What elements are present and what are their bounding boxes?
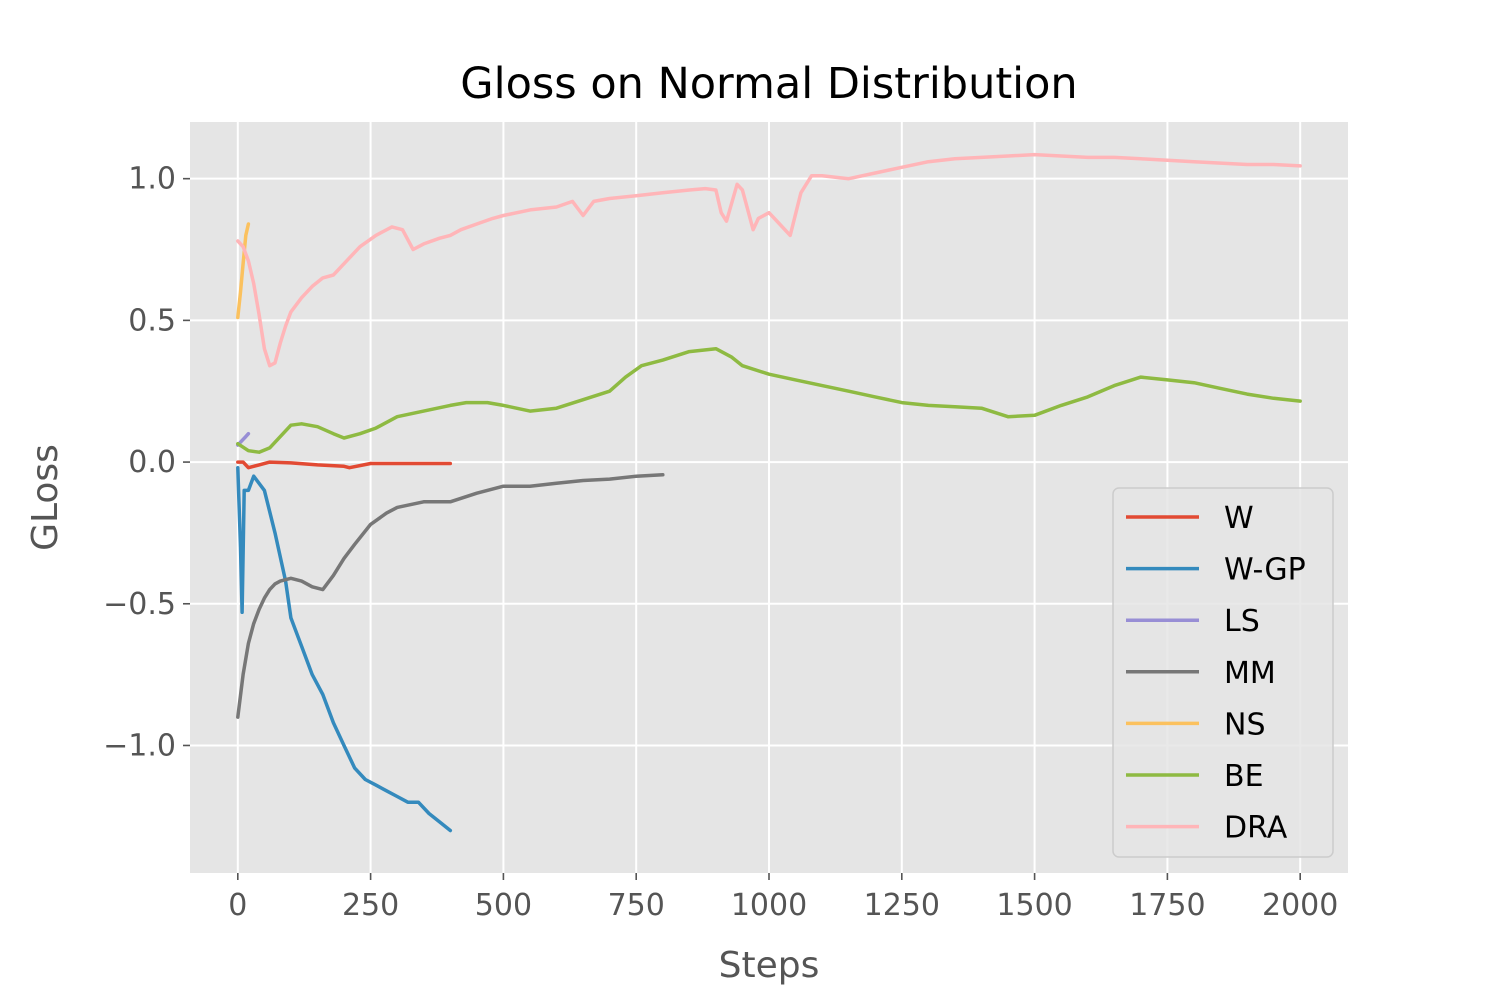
y-tick-label: 0.5 bbox=[128, 303, 176, 338]
x-tick-label: 250 bbox=[342, 888, 399, 923]
legend-label: NS bbox=[1224, 707, 1265, 742]
x-tick-label: 0 bbox=[228, 888, 247, 923]
chart-title: Gloss on Normal Distribution bbox=[460, 59, 1077, 109]
legend: W W-GP LS MM NS BE DRA bbox=[1112, 487, 1334, 858]
x-tick-label: 1500 bbox=[996, 888, 1072, 923]
x-tick-label: 500 bbox=[475, 888, 532, 923]
x-tick-label: 2000 bbox=[1262, 888, 1338, 923]
legend-label: DRA bbox=[1224, 811, 1288, 846]
x-tick-label: 1000 bbox=[731, 888, 807, 923]
series-line-w-gp bbox=[236, 465, 453, 833]
legend-label: LS bbox=[1224, 604, 1260, 639]
y-axis-title: GLoss bbox=[25, 444, 66, 551]
y-tick-label: 1.0 bbox=[128, 162, 176, 197]
series-line-dra bbox=[236, 152, 1302, 368]
legend-label: MM bbox=[1224, 656, 1276, 691]
x-tick-label: 1250 bbox=[864, 888, 940, 923]
series-line-mm bbox=[236, 473, 665, 719]
legend-label: W bbox=[1224, 501, 1254, 536]
legend-label: BE bbox=[1224, 759, 1264, 794]
series-layer bbox=[236, 152, 1302, 833]
ticks: 0 250 500 750 1000 1250 1500 1750 2000 1.0 0.5 0.0 −… bbox=[103, 162, 1338, 923]
x-tick-label: 750 bbox=[608, 888, 665, 923]
x-axis-title: Steps bbox=[719, 945, 820, 986]
y-tick-label: −1.0 bbox=[103, 728, 176, 763]
series-line-ns bbox=[236, 222, 251, 320]
legend-box bbox=[1112, 487, 1334, 858]
series-line-be bbox=[236, 346, 1302, 454]
series-line-w bbox=[236, 460, 453, 470]
legend-label: W-GP bbox=[1224, 553, 1306, 588]
x-tick-label: 1750 bbox=[1129, 888, 1205, 923]
y-tick-label: 0.0 bbox=[128, 445, 176, 480]
y-tick-label: −0.5 bbox=[103, 587, 176, 622]
